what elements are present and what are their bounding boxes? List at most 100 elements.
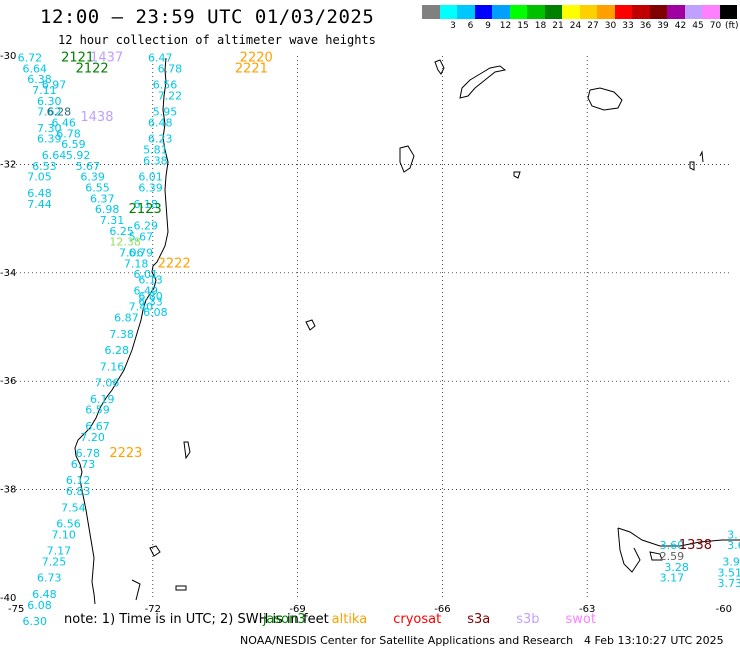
wave-height-label: 7.18 bbox=[124, 257, 149, 270]
wave-height-label: 6.01 bbox=[133, 268, 158, 281]
wave-height-label: 7.10 bbox=[51, 528, 76, 541]
legend-swatch bbox=[439, 5, 457, 19]
wave-height-label: 6.18 bbox=[133, 198, 158, 211]
wave-height-label: 7.44 bbox=[27, 198, 52, 211]
wave-height-label: 3.9 bbox=[722, 555, 740, 568]
wave-height-label: 3.28 bbox=[664, 561, 689, 574]
lat-tick-label: -34 bbox=[0, 268, 16, 279]
wave-height-label: 6.59 bbox=[61, 138, 86, 151]
wave-height-label: 6.08 bbox=[143, 306, 168, 319]
wave-height-label: 6.13 bbox=[138, 274, 163, 287]
wave-height-label: 6.19 bbox=[90, 393, 115, 406]
pass-time-label: 1437 bbox=[90, 50, 123, 65]
wave-height-label: 3.60 bbox=[660, 539, 685, 552]
lon-tick-label: -69 bbox=[289, 604, 305, 615]
island-south-4 bbox=[131, 579, 141, 601]
footer-credit: NOAA/NESDIS Center for Satellite Applica… bbox=[240, 634, 574, 647]
legend-swatch bbox=[579, 5, 597, 19]
wave-height-label: 6.30 bbox=[37, 95, 62, 108]
wave-height-label: 7.16 bbox=[100, 360, 125, 373]
wave-height-label: 7.06 bbox=[119, 247, 144, 260]
wave-height-label: 6.33 bbox=[138, 295, 163, 308]
lat-tick-label: -32 bbox=[0, 159, 16, 170]
wave-height-label: 6.56 bbox=[153, 79, 178, 92]
island-west-2 bbox=[513, 171, 521, 179]
note-text: note: 1) Time is in UTC; 2) SWH is in fe… bbox=[64, 612, 329, 627]
lat-tick-label: -30 bbox=[0, 51, 16, 62]
satellite-key-cryosat: cryosat bbox=[393, 612, 442, 627]
wave-height-label: 6.78 bbox=[76, 447, 101, 460]
island-south-3 bbox=[175, 585, 187, 591]
wave-height-label: 6.78 bbox=[56, 127, 80, 140]
legend-tick-label: 33 bbox=[622, 21, 634, 31]
island-southeast bbox=[649, 551, 663, 561]
wave-height-label: 6.37 bbox=[90, 192, 115, 205]
legend-tick-label: 27 bbox=[587, 21, 599, 31]
wave-height-label: 7.11 bbox=[32, 84, 57, 97]
wave-height-label: 6.48 bbox=[148, 116, 173, 129]
wave-height-label: 6.64 bbox=[22, 62, 47, 75]
pass-time-label: 1338 bbox=[679, 538, 712, 553]
legend-swatch bbox=[719, 5, 737, 19]
lon-tick-label: -66 bbox=[434, 604, 450, 615]
lat-lon-grid bbox=[8, 56, 732, 598]
wave-height-label: 6.47 bbox=[148, 51, 173, 64]
legend-tick-label: 15 bbox=[517, 21, 529, 31]
legend-swatch bbox=[597, 5, 615, 19]
wave-height-label: 6.59 bbox=[85, 404, 110, 417]
wave-height-label: 5.81 bbox=[143, 144, 168, 157]
wave-height-label: 6.25 bbox=[109, 225, 134, 238]
wave-height-label: 7.38 bbox=[109, 328, 134, 341]
wave-height-label: 6.46 bbox=[51, 116, 76, 129]
legend-tick-label: 70 bbox=[709, 21, 722, 31]
legend-swatch bbox=[702, 5, 720, 19]
color-scale-legend: 3 6 9 12 15 18 21 24 27 30 33 36 39 42 45 70 (ft) bbox=[0, 0, 740, 40]
lon-tick-label: -60 bbox=[716, 604, 732, 615]
legend-tick-label: 36 bbox=[639, 21, 652, 31]
wave-height-label: 6.78 bbox=[158, 62, 183, 75]
wave-height-label: 6.39 bbox=[138, 182, 163, 195]
legend-tick-label: 18 bbox=[534, 21, 547, 31]
wave-height-label: 6.73 bbox=[37, 572, 62, 585]
wave-height-label: 6.23 bbox=[148, 133, 173, 146]
wave-height-label: 5.92 bbox=[66, 149, 91, 162]
legend-swatch bbox=[422, 5, 440, 19]
wave-height-label: 6.73 bbox=[71, 458, 96, 471]
wave-height-label: 7.31 bbox=[100, 214, 125, 227]
wave-height-label: 6.72 bbox=[18, 51, 43, 64]
wave-height-label: 6.55 bbox=[85, 182, 110, 195]
legend-swatch bbox=[614, 5, 632, 19]
legend-swatch bbox=[527, 5, 545, 19]
satellite-key-s3b: s3b bbox=[516, 612, 540, 627]
island-west-1 bbox=[399, 145, 415, 173]
note-line: note: 1) Time is in UTC; 2) SWH is in fe… bbox=[64, 612, 596, 627]
legend-swatch bbox=[544, 5, 562, 19]
lon-tick-label: -72 bbox=[145, 604, 161, 615]
wave-height-label: 2.59 bbox=[660, 550, 685, 563]
island-north bbox=[434, 59, 445, 75]
wave-height-label: 6.08 bbox=[27, 599, 52, 612]
pass-time-label: 2221 bbox=[235, 61, 268, 76]
legend-swatch bbox=[509, 5, 527, 19]
lat-tick-label: -36 bbox=[0, 376, 16, 387]
island-south-2 bbox=[149, 545, 161, 557]
legend-swatch bbox=[632, 5, 650, 19]
wave-height-label: 6.01 bbox=[138, 171, 163, 184]
legend-tick-label: 45 bbox=[692, 21, 704, 31]
wave-height-label: 6.98 bbox=[95, 203, 120, 216]
legend-swatch bbox=[492, 5, 510, 19]
island-south-1 bbox=[183, 441, 191, 460]
wave-height-label: 6.12 bbox=[66, 474, 91, 487]
wave-height-label: 6.48 bbox=[32, 588, 57, 601]
wave-height-label: 6.38 bbox=[27, 73, 52, 86]
legend-swatch bbox=[649, 5, 667, 19]
legend-tick-label: 3 bbox=[450, 21, 456, 31]
legend-swatch bbox=[667, 5, 685, 19]
legend-tick-label: 12 bbox=[499, 21, 512, 31]
wave-height-label: 7.20 bbox=[80, 431, 105, 444]
pass-time-label: 2222 bbox=[158, 256, 191, 271]
pass-time-label: 2123 bbox=[129, 202, 162, 217]
wave-height-label: 5.67 bbox=[129, 230, 154, 243]
